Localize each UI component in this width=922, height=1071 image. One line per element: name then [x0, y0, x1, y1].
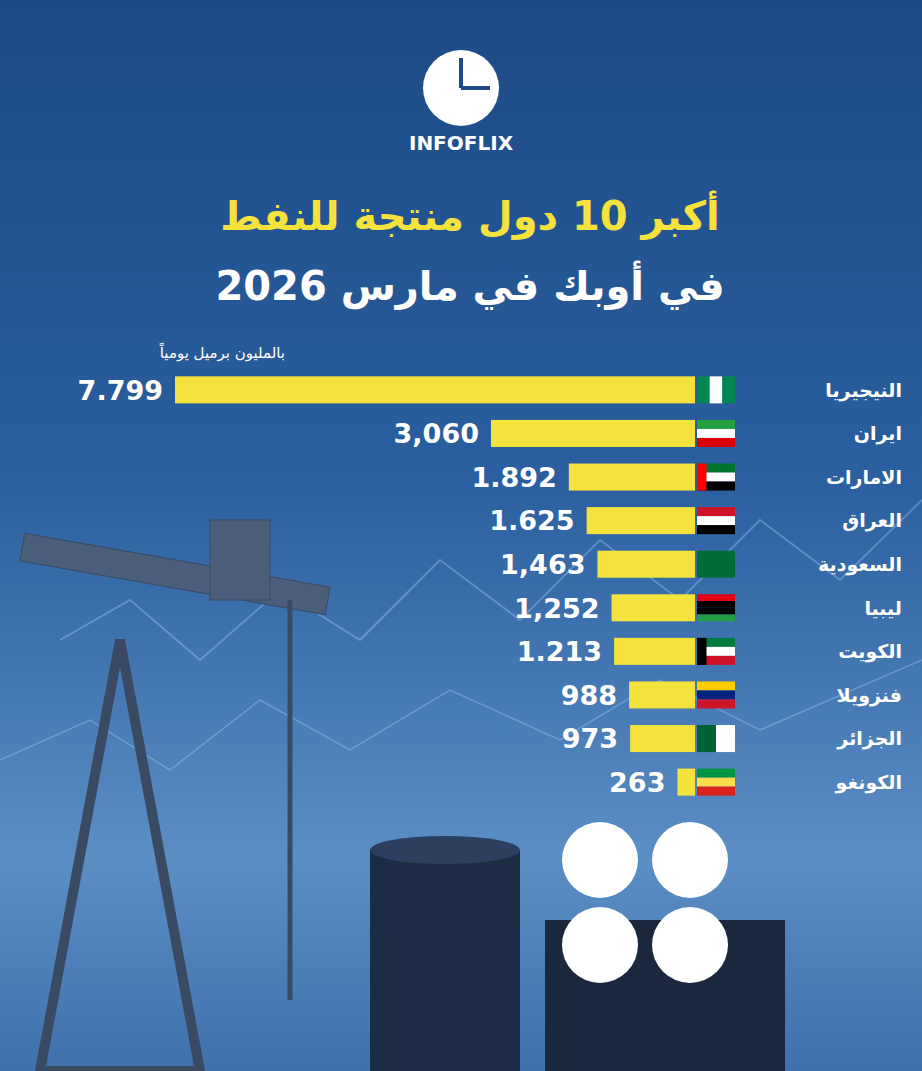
flag-stripe [697, 438, 735, 447]
bar [614, 638, 695, 665]
flag-stripe [697, 769, 735, 778]
pump-rod [288, 600, 293, 1000]
flag-stripe [697, 615, 735, 622]
logo-circle [652, 907, 728, 983]
category-label: ايران [854, 422, 902, 445]
opec-logo [562, 822, 728, 983]
flag-stripe [697, 525, 735, 534]
bar [677, 769, 695, 796]
flag [697, 464, 735, 491]
data-label: 1.625 [489, 505, 574, 536]
flag [697, 638, 735, 665]
data-label: 7.799 [78, 375, 163, 406]
logo-circle [562, 822, 638, 898]
flag-stripe [697, 464, 707, 491]
flag-stripe [697, 638, 707, 665]
category-label: الامارات [826, 466, 902, 489]
brand-icon [423, 50, 499, 126]
flag-stripe [697, 690, 735, 699]
unit-label: بالمليون برميل يومياً [159, 342, 285, 362]
chart: INFOFLIX أكبر 10 دول منتجة للنفط في أوبك ف… [0, 0, 922, 1071]
flag-stripe [697, 681, 735, 690]
data-label: 1.892 [471, 462, 556, 493]
barrel-top [370, 836, 520, 864]
category-label: النيجيريا [825, 379, 902, 402]
brand-icon-wedge [461, 58, 490, 88]
flag [697, 769, 735, 796]
data-label: 263 [609, 767, 665, 798]
barrel [370, 850, 520, 1071]
flag-stripe [716, 725, 735, 752]
flag-stripe [697, 429, 735, 438]
flag [697, 681, 735, 708]
bar [597, 551, 695, 578]
category-label: الكونغو [835, 771, 902, 794]
flag [697, 551, 735, 578]
category-label: الكويت [838, 640, 902, 663]
subtitle: في أوبك في مارس 2026 [215, 260, 724, 310]
flag-stripe [697, 699, 735, 708]
flag [697, 376, 735, 403]
flag-stripe [697, 507, 735, 516]
flag-stripe [697, 420, 735, 429]
bar [569, 464, 695, 491]
flag-stripe [697, 787, 735, 796]
flag-stripe [697, 594, 735, 601]
brand: INFOFLIX [409, 50, 514, 155]
category-labels: النيجيريا ايران الامارات العراق السعودية ليبي… [818, 379, 902, 794]
flag-stripe [710, 376, 723, 403]
bar [491, 420, 695, 447]
category-label: الجزائر [836, 727, 902, 750]
flag-stripe [697, 725, 716, 752]
bar [630, 725, 695, 752]
title: أكبر 10 دول منتجة للنفط [220, 190, 719, 240]
flag-stripe [697, 601, 735, 608]
category-label: العراق [842, 509, 902, 532]
flags [697, 376, 735, 795]
logo-circle [652, 822, 728, 898]
flag [697, 594, 735, 621]
bar [587, 507, 695, 534]
data-label: 1,463 [500, 549, 585, 580]
pump-jack [20, 520, 330, 1071]
pump-beam [20, 533, 330, 614]
brand-name: INFOFLIX [409, 131, 514, 155]
bar [629, 681, 695, 708]
bar [175, 376, 695, 403]
flag-stripe [697, 516, 735, 525]
flag [697, 507, 735, 534]
background [0, 0, 922, 1071]
category-label: ليبيا [864, 597, 902, 619]
pump-frame [40, 640, 200, 1071]
flag-stripe [697, 608, 735, 615]
category-label: السعودية [818, 553, 902, 576]
flag-stripe [722, 376, 735, 403]
flag [697, 420, 735, 447]
category-label: فنزويلا [837, 684, 902, 707]
data-labels: 7.799 3,060 1.892 1.625 1,463 1,252 1.213 988 97… [78, 375, 666, 798]
flag [697, 725, 735, 752]
data-label: 1.213 [517, 636, 602, 667]
flag-stripe [697, 778, 735, 787]
data-label: 1,252 [514, 593, 599, 624]
data-label: 3,060 [394, 418, 479, 449]
bars [175, 376, 695, 795]
bar [612, 594, 695, 621]
data-label: 973 [562, 723, 618, 754]
flag-stripe [697, 376, 710, 403]
pump-head [210, 520, 270, 600]
logo-circle [562, 907, 638, 983]
data-label: 988 [561, 680, 617, 711]
flag-stripe [697, 551, 735, 578]
